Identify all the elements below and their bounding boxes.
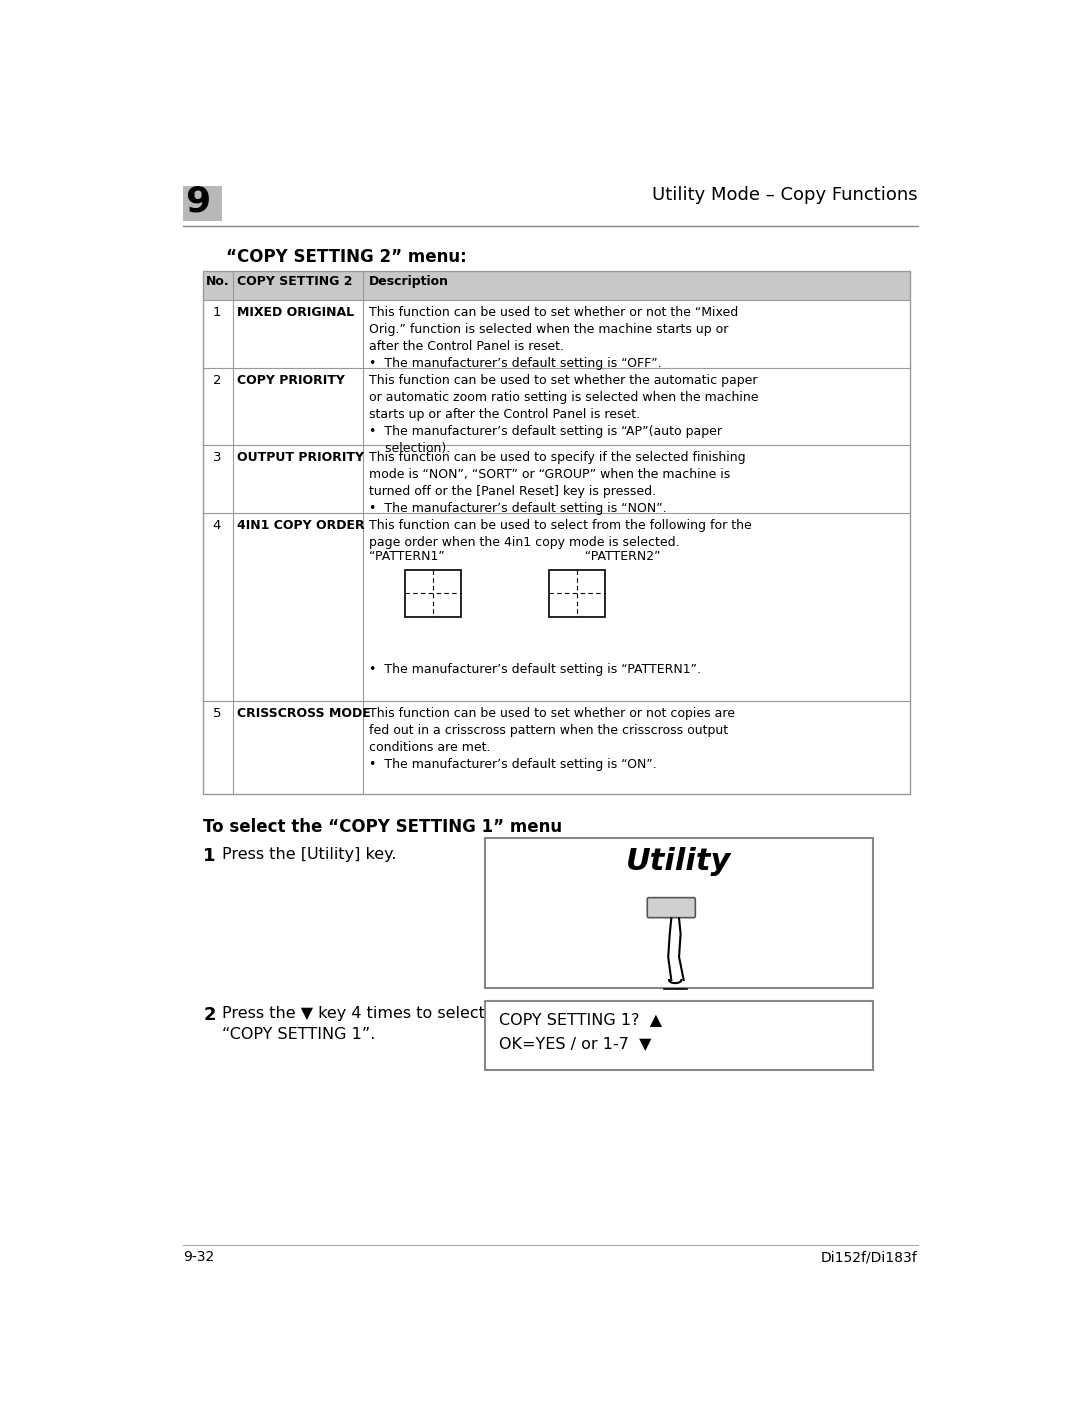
Text: 3: 3 xyxy=(213,451,221,464)
Text: MIXED ORIGINAL: MIXED ORIGINAL xyxy=(238,306,354,319)
Bar xyxy=(183,186,221,221)
Text: 4: 4 xyxy=(582,598,594,615)
Text: Description: Description xyxy=(369,276,449,289)
Text: •  The manufacturer’s default setting is “PATTERN1”.: • The manufacturer’s default setting is … xyxy=(369,663,701,676)
Text: “COPY SETTING 2” menu:: “COPY SETTING 2” menu: xyxy=(227,248,468,266)
Text: 4: 4 xyxy=(438,598,450,615)
Bar xyxy=(405,571,461,616)
Text: OK=YES / or 1-7  ▼: OK=YES / or 1-7 ▼ xyxy=(499,1036,651,1052)
Text: 2: 2 xyxy=(438,576,450,595)
Text: 5: 5 xyxy=(213,707,221,720)
Text: 4IN1 COPY ORDER: 4IN1 COPY ORDER xyxy=(238,519,365,532)
FancyBboxPatch shape xyxy=(647,898,696,918)
Text: Di152f/Di183f: Di152f/Di183f xyxy=(821,1251,918,1264)
Text: COPY SETTING 2: COPY SETTING 2 xyxy=(238,276,353,289)
Text: Press the [Utility] key.: Press the [Utility] key. xyxy=(221,847,396,862)
Text: This function can be used to set whether the automatic paper
or automatic zoom r: This function can be used to set whether… xyxy=(369,374,758,455)
Text: 1: 1 xyxy=(213,306,221,319)
Text: 3: 3 xyxy=(410,598,422,615)
Text: 3: 3 xyxy=(582,576,594,595)
Text: COPY SETTING 1?  ▲: COPY SETTING 1? ▲ xyxy=(499,1012,662,1026)
Bar xyxy=(485,838,873,988)
Text: 4: 4 xyxy=(213,519,221,532)
Text: This function can be used to specify if the selected finishing
mode is “NON”, “S: This function can be used to specify if … xyxy=(369,451,745,515)
Bar xyxy=(203,270,910,300)
Text: COPY PRIORITY: COPY PRIORITY xyxy=(238,374,346,387)
Text: 1: 1 xyxy=(410,576,422,595)
Text: 2: 2 xyxy=(554,598,566,615)
Text: “PATTERN1”                                   “PATTERN2”: “PATTERN1” “PATTERN2” xyxy=(369,549,661,562)
Text: 1: 1 xyxy=(203,847,216,865)
Text: 9-32: 9-32 xyxy=(183,1251,214,1264)
Text: Utility Mode – Copy Functions: Utility Mode – Copy Functions xyxy=(652,186,918,203)
Text: 1: 1 xyxy=(554,576,566,595)
Text: To select the “COPY SETTING 1” menu: To select the “COPY SETTING 1” menu xyxy=(203,818,563,835)
Text: This function can be used to set whether or not the “Mixed
Orig.” function is se: This function can be used to set whether… xyxy=(369,306,739,370)
Text: No.: No. xyxy=(206,276,230,289)
Text: CRISSCROSS MODE: CRISSCROSS MODE xyxy=(238,707,372,720)
Text: OUTPUT PRIORITY: OUTPUT PRIORITY xyxy=(238,451,364,464)
Text: 2: 2 xyxy=(213,374,221,387)
Text: This function can be used to select from the following for the
page order when t: This function can be used to select from… xyxy=(369,519,752,549)
Text: 2: 2 xyxy=(203,1006,216,1025)
Bar xyxy=(203,270,910,794)
Bar xyxy=(485,1000,873,1070)
Text: 9: 9 xyxy=(186,185,211,219)
Text: Press the ▼ key 4 times to select
“COPY SETTING 1”.: Press the ▼ key 4 times to select “COPY … xyxy=(221,1006,485,1042)
Text: Utility: Utility xyxy=(626,847,732,875)
Bar xyxy=(549,571,605,616)
Text: This function can be used to set whether or not copies are
fed out in a crisscro: This function can be used to set whether… xyxy=(369,707,735,771)
